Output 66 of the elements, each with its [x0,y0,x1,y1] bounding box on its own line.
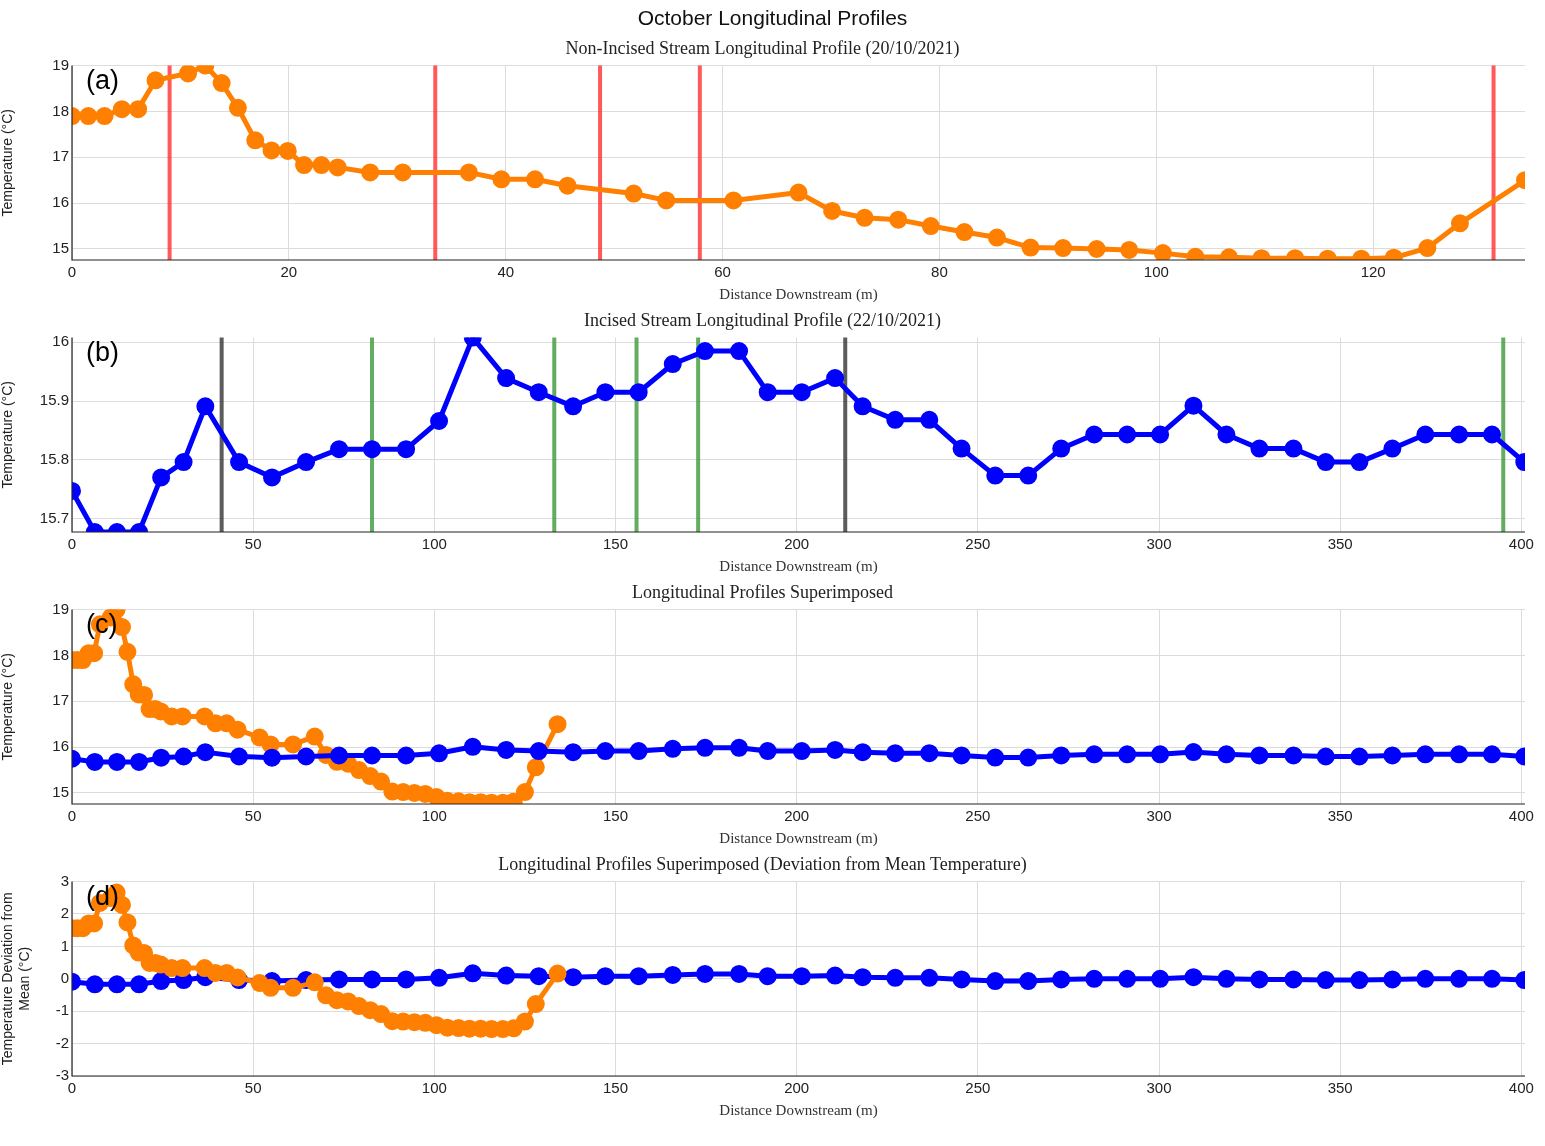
x-tick-label: 250 [965,1079,991,1097]
y-axis-title: Temperature Deviation from Mean (°C) [0,892,33,1066]
x-tick-label: 50 [244,1079,262,1097]
x-tick-label: 100 [421,535,447,553]
annotation: (b) [86,336,119,367]
y-tick-label: 15.7 [39,508,69,526]
annotation: (a) [86,64,119,95]
x-tick-label: 200 [784,535,810,553]
x-axis-title: Distance Downstream (m) [719,1101,878,1119]
y-tick-label: 17 [52,147,69,165]
x-tick-label: 400 [1508,535,1534,553]
x-tick-label: 200 [784,1079,810,1097]
x-tick-label: 400 [1508,807,1534,825]
x-tick-label: 150 [603,535,629,553]
x-tick-label: 300 [1146,1079,1172,1097]
y-tick-label: 18 [52,645,69,663]
x-tick-label: 100 [421,1079,447,1097]
y-tick-label: -3 [55,1066,69,1084]
x-tick-label: 60 [714,263,731,281]
text: October Longitudinal Profiles [636,5,909,31]
y-tick-label: -2 [55,1033,69,1051]
y-tick-label: 17 [52,691,69,709]
x-tick-label: 300 [1146,807,1172,825]
y-tick-label: 15 [52,783,69,801]
y-tick-label: 16 [52,332,69,350]
x-tick-label: 20 [280,263,298,281]
x-axis-title: Distance Downstream (m) [719,285,878,303]
x-tick-label: 120 [1360,263,1386,281]
y-tick-label: 16 [52,193,69,211]
x-tick-label: 40 [497,263,515,281]
x-tick-label: 100 [1143,263,1169,281]
x-tick-label: 300 [1146,535,1172,553]
y-tick-label: -1 [55,1001,69,1019]
x-tick-label: 350 [1327,535,1353,553]
x-tick-label: 100 [421,807,447,825]
x-tick-label: 150 [603,807,629,825]
y-tick-label: 3 [60,871,69,889]
x-tick-label: 80 [931,263,948,281]
x-axis-title: Distance Downstream (m) [719,557,878,575]
chart-title: Longitudinal Profiles Superimposed [632,581,893,602]
y-axis-title: Temperature (°C) [0,653,16,761]
x-tick-label: 150 [603,1079,629,1097]
y-tick-label: 18 [52,101,69,119]
y-axis-title: Temperature (°C) [0,109,16,217]
chart-title: Incised Stream Longitudinal Profile (22/10/2021) [584,309,941,331]
y-tick-label: 19 [52,55,69,73]
x-axis-title: Distance Downstream (m) [719,829,878,847]
y-tick-label: 15.9 [39,391,69,409]
y-tick-label: 2 [60,904,69,922]
x-tick-label: 400 [1508,1079,1534,1097]
x-tick-label: 350 [1327,807,1353,825]
y-tick-label: 19 [52,599,69,617]
x-tick-label: 50 [244,535,262,553]
y-tick-label: 0 [60,968,69,986]
y-tick-label: 16 [52,737,69,755]
chart-title: Non-Incised Stream Longitudinal Profile (20/10/2021) [565,37,960,59]
chart-title: Longitudinal Profiles Superimposed (Deviation from Mean Temperature) [498,853,1027,875]
y-tick-label: 1 [60,936,69,954]
y-axis-title: Temperature (°C) [0,381,16,489]
y-tick-label: 15.8 [39,449,69,467]
y-tick-label: 15 [52,239,69,257]
x-tick-label: 200 [784,807,810,825]
x-tick-label: 50 [244,807,262,825]
x-tick-label: 250 [965,535,991,553]
x-tick-label: 250 [965,807,991,825]
x-tick-label: 350 [1327,1079,1353,1097]
